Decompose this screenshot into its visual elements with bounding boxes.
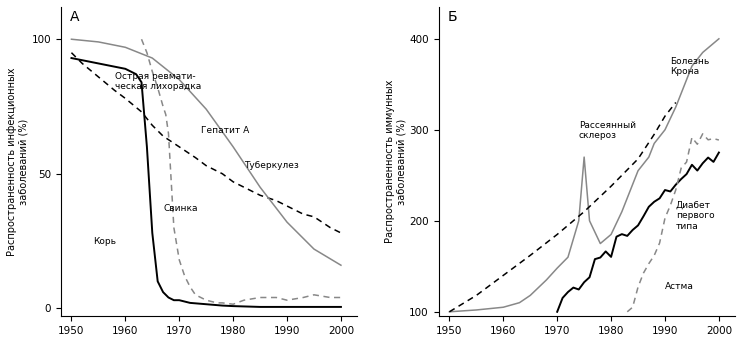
Text: Корь: Корь <box>93 237 116 246</box>
Y-axis label: Распространенность иммунных
заболеваний (%): Распространенность иммунных заболеваний … <box>385 80 407 243</box>
Text: Болезнь
Крона: Болезнь Крона <box>670 57 709 76</box>
Text: Гепатит А: Гепатит А <box>201 126 249 135</box>
Text: Свинка: Свинка <box>163 204 197 213</box>
Text: Диабет
первого
типа: Диабет первого типа <box>676 201 715 230</box>
Text: Туберкулез: Туберкулез <box>244 161 299 170</box>
Y-axis label: Распространенность инфекционных
заболеваний (%): Распространенность инфекционных заболева… <box>7 67 28 256</box>
Text: Рассеянный
склероз: Рассеянный склероз <box>579 121 636 140</box>
Text: Астма: Астма <box>665 282 694 291</box>
Text: А: А <box>70 10 79 24</box>
Text: Острая ревмати-
ческая лихорадка: Острая ревмати- ческая лихорадка <box>114 71 201 91</box>
Text: Б: Б <box>447 10 457 24</box>
